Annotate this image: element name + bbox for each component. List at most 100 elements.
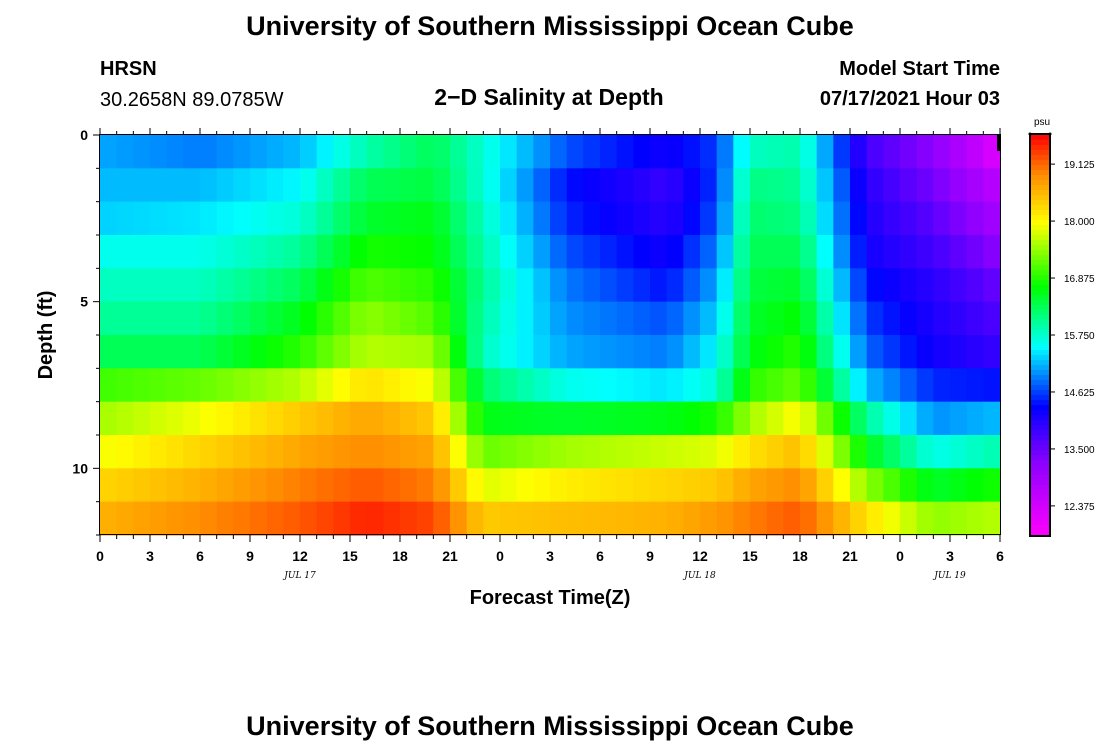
colorbar-step	[1031, 510, 1049, 516]
heatmap-cell	[816, 335, 834, 369]
heatmap-cell	[250, 268, 268, 303]
colorbar-step	[1031, 240, 1049, 246]
heatmap-cell	[383, 368, 401, 403]
heatmap-cell	[300, 301, 318, 336]
heatmap-cell	[300, 468, 318, 503]
heatmap-cell	[850, 501, 868, 536]
colorbar-step	[1031, 300, 1049, 306]
heatmap-cell	[233, 468, 251, 503]
heatmap-cell	[733, 401, 751, 436]
heatmap-cell	[633, 501, 651, 536]
heatmap-cell	[666, 368, 684, 403]
heatmap-cell	[400, 235, 418, 269]
colorbar-step	[1031, 140, 1049, 146]
heatmap-cell	[566, 435, 584, 469]
heatmap-cell	[583, 168, 601, 203]
heatmap-cell	[983, 268, 1001, 303]
heatmap-cell	[366, 168, 384, 203]
heatmap-cell	[833, 201, 851, 236]
heatmap-cell	[683, 468, 701, 503]
heatmap-cell	[183, 368, 201, 403]
colorbar-step	[1031, 385, 1049, 391]
heatmap-cell	[300, 135, 318, 169]
colorbar-step	[1031, 295, 1049, 301]
heatmap-cell	[383, 301, 401, 336]
heatmap-cell	[700, 435, 718, 469]
heatmap-cell	[766, 435, 784, 469]
heatmap-cell	[916, 168, 934, 203]
heatmap-cell	[483, 135, 501, 169]
heatmap-cell	[650, 235, 668, 269]
heatmap-cell	[583, 301, 601, 336]
heatmap-cell	[150, 435, 168, 469]
heatmap-cell	[983, 168, 1001, 203]
heatmap-cell	[850, 168, 868, 203]
heatmap-cell	[683, 401, 701, 436]
heatmap-cell	[533, 368, 551, 403]
heatmap-cell	[816, 301, 834, 336]
colorbar-step	[1031, 525, 1049, 531]
heatmap-cell	[966, 401, 984, 436]
heatmap-cell	[283, 468, 301, 503]
heatmap-cell	[783, 135, 801, 169]
heatmap-cell	[483, 235, 501, 269]
heatmap-cell	[900, 201, 918, 236]
heatmap-cell	[550, 301, 568, 336]
x-tick-label: 21	[442, 548, 458, 564]
heatmap-cell	[833, 401, 851, 436]
heatmap-cell	[866, 268, 884, 303]
heatmap-cell	[600, 135, 618, 169]
heatmap-cell	[466, 135, 484, 169]
heatmap-cell	[800, 235, 818, 269]
heatmap-cell	[216, 335, 234, 369]
heatmap-cell	[416, 401, 434, 436]
heatmap-cell	[100, 335, 118, 369]
heatmap-cell	[283, 401, 301, 436]
heatmap-cell	[933, 201, 951, 236]
colorbar-step	[1031, 455, 1049, 461]
heatmap-cell	[116, 501, 134, 536]
colorbar-step	[1031, 210, 1049, 216]
heatmap-cell	[516, 135, 534, 169]
heatmap-cell	[883, 235, 901, 269]
heatmap-cell	[133, 268, 151, 303]
date-label: JUL 19	[932, 571, 966, 581]
heatmap-cell	[883, 201, 901, 236]
heatmap-cell	[716, 268, 734, 303]
heatmap-cell	[400, 201, 418, 236]
heatmap-cell	[483, 435, 501, 469]
heatmap-cell	[166, 435, 184, 469]
heatmap-cell	[783, 268, 801, 303]
heatmap-cell	[916, 468, 934, 503]
heatmap-cell	[183, 168, 201, 203]
heatmap-cell	[333, 168, 351, 203]
heatmap-cell	[750, 501, 768, 536]
x-tick-label: 21	[842, 548, 858, 564]
heatmap-cell	[366, 435, 384, 469]
heatmap-cell	[216, 501, 234, 536]
heatmap-cell	[633, 201, 651, 236]
heatmap-cell	[333, 368, 351, 403]
heatmap-cell	[266, 235, 284, 269]
heatmap-cell	[383, 468, 401, 503]
colorbar-step	[1031, 410, 1049, 416]
heatmap-cell	[983, 301, 1001, 336]
heatmap-cell	[333, 435, 351, 469]
heatmap-cell	[433, 368, 451, 403]
colorbar-step	[1031, 405, 1049, 411]
heatmap-cell	[416, 235, 434, 269]
heatmap-cell	[533, 468, 551, 503]
heatmap-cell	[666, 401, 684, 436]
heatmap-cell	[850, 201, 868, 236]
heatmap-cell	[416, 368, 434, 403]
heatmap-cell	[516, 468, 534, 503]
heatmap-cell	[566, 501, 584, 536]
heatmap-cell	[483, 468, 501, 503]
heatmap-cell	[833, 435, 851, 469]
colorbar-corner-dot	[1048, 132, 1052, 136]
colorbar-step	[1031, 280, 1049, 286]
heatmap-cell	[616, 201, 634, 236]
colorbar-tick-label: 16.875	[1064, 274, 1095, 285]
heatmap-cell	[583, 468, 601, 503]
model-start-label: Model Start Time	[839, 58, 1000, 80]
